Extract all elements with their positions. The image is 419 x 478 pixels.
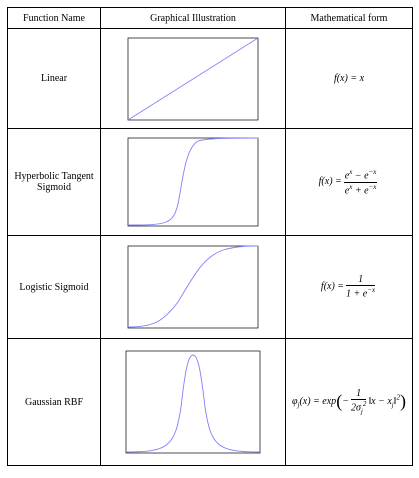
row: Logistic Sigmoid f(x) = 1 1 + e−x: [7, 235, 413, 339]
function-name: Logistic Sigmoid: [7, 235, 101, 339]
formula-part: 1 + e: [346, 288, 368, 300]
function-name: Linear: [7, 28, 101, 129]
plot: [127, 245, 259, 329]
row: Hyperbolic Tangent Sigmoid f(x) = ex − e−…: [7, 128, 413, 236]
formula-part: x: [349, 168, 353, 177]
formula-part: ‖: [393, 396, 397, 408]
illustration: [100, 28, 286, 129]
formula-part: f(x) =: [320, 281, 345, 293]
function-table: Function Name Graphical Illustration Mat…: [7, 7, 413, 466]
plot: [125, 350, 261, 454]
header-cell: Mathematical form: [285, 7, 413, 29]
fraction: ex − e−x ex + e−x: [343, 168, 378, 196]
illustration: [100, 128, 286, 236]
formula-part: j: [297, 401, 300, 410]
function-name: Gaussian RBF: [7, 338, 101, 466]
row: Gaussian RBF φj(x) = exp(− 1 2σj2 ‖x − xj‖2…: [7, 338, 413, 466]
header-cell: Function Name: [7, 7, 101, 29]
formula-text: φj(x) = exp(− 1 2σj2 ‖x − xj‖2): [291, 388, 406, 415]
formula-text: f(x) = ex − e−x ex + e−x: [318, 168, 380, 196]
fraction: 1 2σj2: [350, 388, 367, 416]
function-name: Hyperbolic Tangent Sigmoid: [7, 128, 101, 236]
header-cell: Graphical Illustration: [100, 7, 286, 29]
formula-part: 2: [362, 400, 367, 409]
illustration: [100, 338, 286, 466]
formula-part: x: [349, 182, 353, 191]
formula-part: e: [344, 184, 350, 196]
formula-part: 2σ: [350, 402, 361, 414]
formula: f(x) = ex − e−x ex + e−x: [285, 128, 413, 236]
formula-part: 2: [396, 393, 401, 402]
formula-part: −x: [367, 286, 376, 295]
formula-part: + e: [352, 184, 369, 196]
formula: f(x) = x: [285, 28, 413, 129]
denominator: 2σj2: [351, 400, 366, 415]
formula-part: e: [344, 170, 350, 182]
formula-part: (: [336, 391, 343, 412]
formula: φj(x) = exp(− 1 2σj2 ‖x − xj‖2): [285, 338, 413, 466]
formula-text: f(x) = x: [333, 73, 365, 84]
numerator: 1: [350, 388, 367, 401]
formula-part: j: [391, 401, 394, 410]
formula-part: −x: [368, 168, 377, 177]
numerator: 1: [346, 274, 376, 287]
formula-part: φ: [291, 396, 298, 408]
formula-part: ‖x − x: [368, 396, 392, 408]
row: Linear f(x) = x: [7, 28, 413, 129]
formula-part: −: [342, 396, 349, 408]
plot: [127, 137, 259, 227]
formula-part: − e: [352, 170, 369, 182]
formula-part: j: [360, 407, 363, 416]
denominator: 1 + e−x: [346, 286, 375, 299]
formula-part: ): [400, 391, 407, 412]
numerator: ex − e−x: [343, 168, 378, 183]
formula: f(x) = 1 1 + e−x: [285, 235, 413, 339]
formula-part: (x) = exp: [299, 396, 337, 408]
formula-part: f(x) =: [318, 176, 342, 188]
formula-text: f(x) = 1 1 + e−x: [320, 274, 377, 300]
formula-part: −x: [368, 182, 377, 191]
plot: [127, 37, 259, 120]
header-row: Function Name Graphical Illustration Mat…: [7, 7, 413, 29]
illustration: [100, 235, 286, 339]
denominator: ex + e−x: [344, 183, 378, 196]
